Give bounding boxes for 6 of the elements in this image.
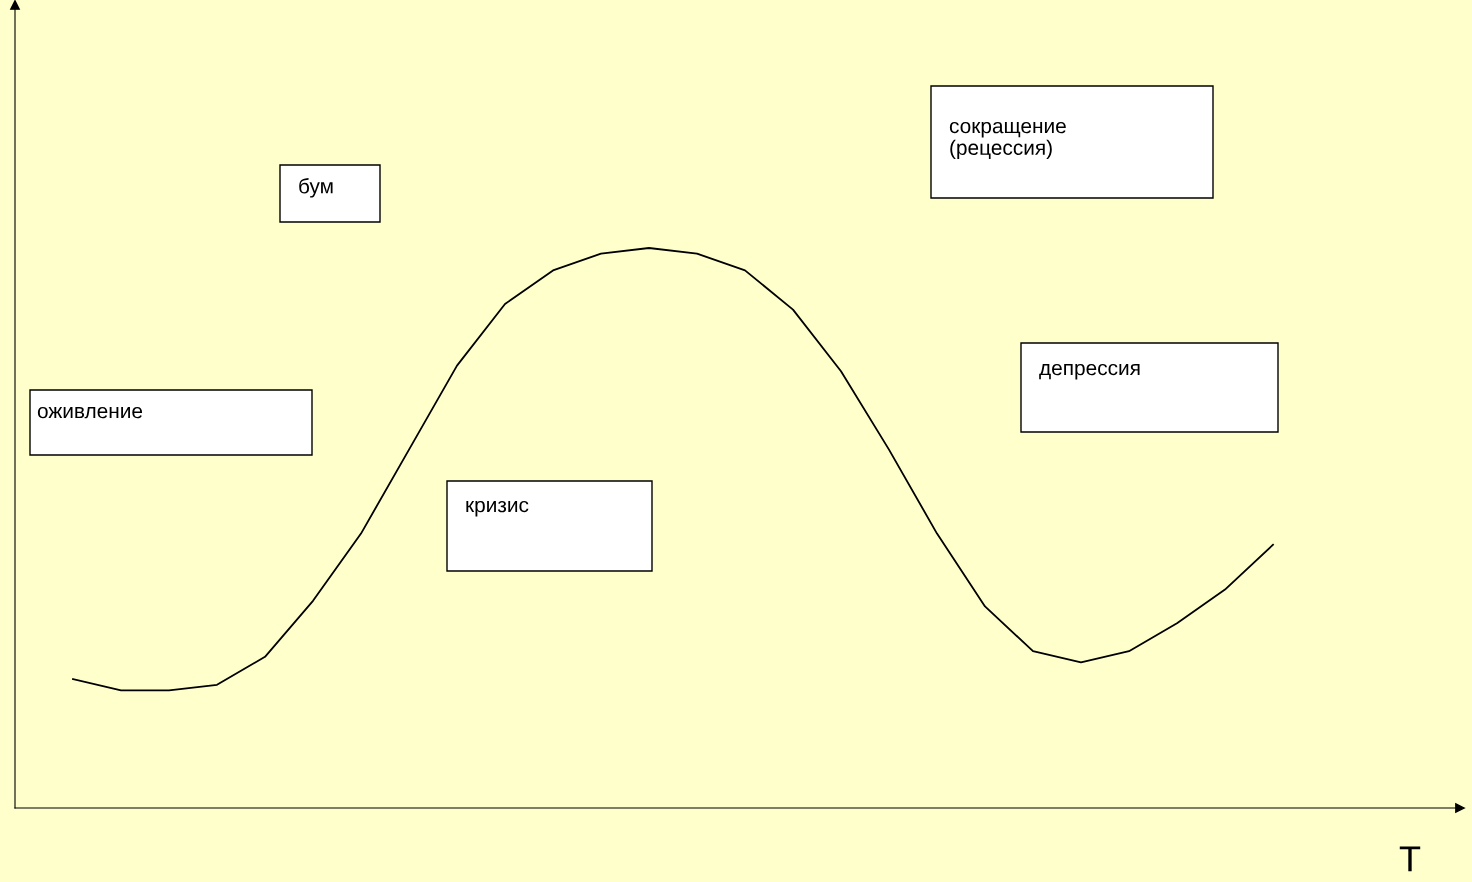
x-axis-title: T — [1399, 846, 1421, 872]
text: бум — [299, 178, 333, 198]
annotation: депрессия — [1039, 363, 1140, 380]
annotation: оживление — [37, 406, 143, 419]
text: сокращение (рецессия) — [949, 121, 1066, 160]
annotation: кризис — [466, 500, 529, 517]
